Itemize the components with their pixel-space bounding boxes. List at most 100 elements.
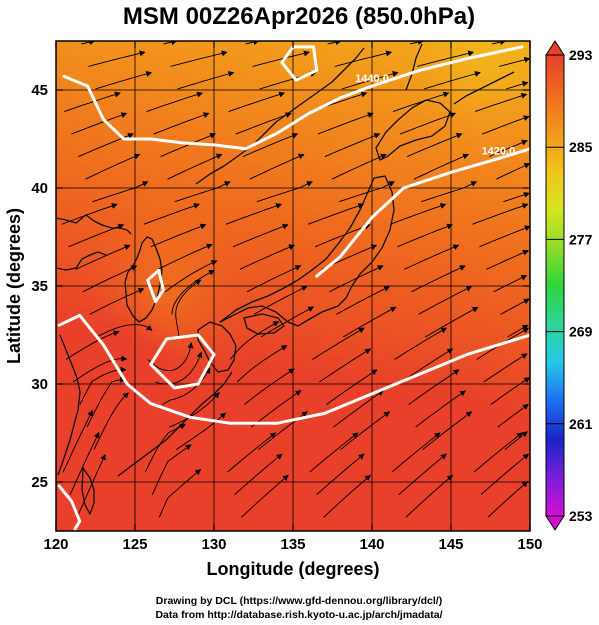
temperature-cell [224,365,231,372]
temperature-cell [110,173,117,180]
temperature-cell [332,83,339,90]
temperature-cell [68,191,75,198]
temperature-cell [260,317,267,324]
temperature-cell [224,359,231,366]
temperature-cell [68,143,75,150]
temperature-cell [86,233,93,240]
temperature-cell [212,335,219,342]
temperature-cell [104,71,111,78]
temperature-cell [206,311,213,318]
temperature-cell [464,371,471,378]
temperature-cell [398,299,405,306]
temperature-cell [506,149,513,156]
temperature-cell [272,269,279,276]
temperature-cell [392,95,399,102]
temperature-cell [56,353,63,360]
temperature-cell [398,353,405,360]
temperature-cell [194,173,201,180]
temperature-cell [224,347,231,354]
temperature-cell [356,359,363,366]
temperature-cell [62,53,69,60]
temperature-cell [278,257,285,264]
temperature-cell [260,353,267,360]
temperature-cell [518,413,525,420]
temperature-cell [254,251,261,258]
temperature-cell [416,299,423,306]
temperature-cell [200,149,207,156]
temperature-cell [446,149,453,156]
temperature-cell [332,287,339,294]
temperature-cell [416,119,423,126]
temperature-cell [242,77,249,84]
temperature-cell [494,143,501,150]
temperature-cell [488,137,495,144]
temperature-cell [248,323,255,330]
temperature-cell [380,113,387,120]
temperature-cell [314,71,321,78]
temperature-cell [428,179,435,186]
temperature-cell [74,155,81,162]
temperature-cell [320,221,327,228]
temperature-cell [320,275,327,282]
temperature-cell [128,167,135,174]
temperature-cell [86,155,93,162]
temperature-cell [74,65,81,72]
temperature-cell [176,305,183,312]
temperature-cell [380,107,387,114]
temperature-cell [482,293,489,300]
temperature-cell [332,203,339,210]
temperature-cell [62,239,69,246]
temperature-cell [488,245,495,252]
temperature-cell [488,293,495,300]
temperature-cell [452,353,459,360]
temperature-cell [128,221,135,228]
temperature-cell [494,113,501,120]
temperature-cell [170,167,177,174]
temperature-cell [80,419,87,426]
temperature-cell [380,239,387,246]
temperature-cell [488,269,495,276]
temperature-cell [128,179,135,186]
temperature-cell [266,119,273,126]
temperature-cell [218,221,225,228]
temperature-cell [206,299,213,306]
temperature-cell [260,197,267,204]
temperature-cell [410,341,417,348]
temperature-cell [338,161,345,168]
temperature-cell [224,221,231,228]
temperature-cell [362,413,369,420]
temperature-cell [278,377,285,384]
temperature-cell [314,335,321,342]
temperature-cell [62,173,69,180]
temperature-cell [410,257,417,264]
temperature-cell [524,197,530,204]
temperature-cell [314,209,321,216]
temperature-cell [374,305,381,312]
temperature-cell [236,161,243,168]
temperature-cell [236,239,243,246]
temperature-cell [470,59,477,66]
temperature-cell [368,401,375,408]
temperature-cell [434,383,441,390]
temperature-cell [350,389,357,396]
temperature-cell [224,173,231,180]
temperature-cell [230,53,237,60]
temperature-cell [422,281,429,288]
temperature-cell [242,83,249,90]
temperature-cell [512,143,519,150]
temperature-cell [266,107,273,114]
temperature-cell [314,41,321,48]
temperature-cell [224,65,231,72]
temperature-cell [386,167,393,174]
temperature-cell [506,251,513,258]
temperature-cell [230,299,237,306]
temperature-cell [74,143,81,150]
temperature-cell [272,107,279,114]
temperature-cell [182,347,189,354]
temperature-cell [230,71,237,78]
temperature-cell [506,161,513,168]
temperature-cell [140,41,147,48]
temperature-cell [524,143,530,150]
temperature-cell [158,251,165,258]
temperature-cell [224,107,231,114]
